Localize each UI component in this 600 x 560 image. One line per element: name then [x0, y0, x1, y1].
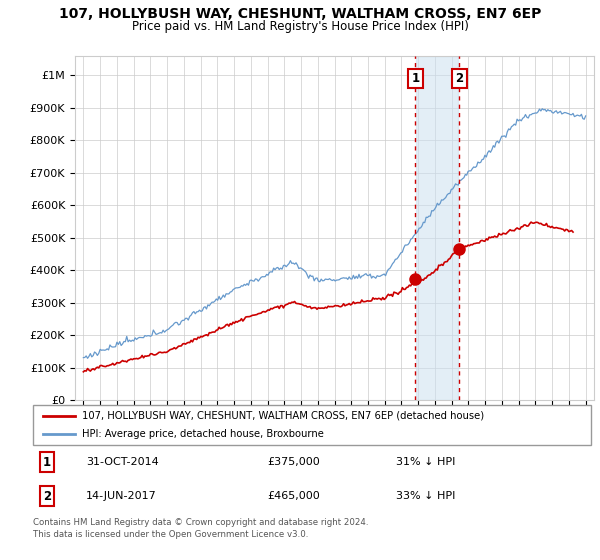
Text: 1: 1 — [43, 456, 51, 469]
Text: Contains HM Land Registry data © Crown copyright and database right 2024.
This d: Contains HM Land Registry data © Crown c… — [33, 518, 368, 539]
Text: 1: 1 — [412, 72, 419, 85]
Text: 31-OCT-2014: 31-OCT-2014 — [86, 457, 159, 467]
Text: £375,000: £375,000 — [268, 457, 320, 467]
Text: 31% ↓ HPI: 31% ↓ HPI — [396, 457, 455, 467]
Text: 33% ↓ HPI: 33% ↓ HPI — [396, 491, 455, 501]
Text: 14-JUN-2017: 14-JUN-2017 — [86, 491, 157, 501]
Text: Price paid vs. HM Land Registry's House Price Index (HPI): Price paid vs. HM Land Registry's House … — [131, 20, 469, 32]
Text: 2: 2 — [455, 72, 463, 85]
Text: HPI: Average price, detached house, Broxbourne: HPI: Average price, detached house, Brox… — [82, 430, 324, 439]
Text: £465,000: £465,000 — [268, 491, 320, 501]
Text: 107, HOLLYBUSH WAY, CHESHUNT, WALTHAM CROSS, EN7 6EP (detached house): 107, HOLLYBUSH WAY, CHESHUNT, WALTHAM CR… — [82, 411, 484, 421]
Text: 107, HOLLYBUSH WAY, CHESHUNT, WALTHAM CROSS, EN7 6EP: 107, HOLLYBUSH WAY, CHESHUNT, WALTHAM CR… — [59, 7, 541, 21]
Text: 2: 2 — [43, 490, 51, 503]
